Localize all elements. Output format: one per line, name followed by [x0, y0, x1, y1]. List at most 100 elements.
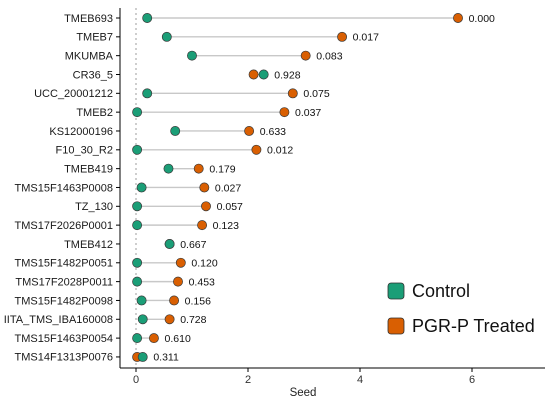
treated-point	[251, 144, 262, 155]
data-row: TMS17F2028P0011 0.453	[15, 276, 215, 288]
p-value-label: 0.057	[217, 201, 243, 213]
data-row: TMS15F1463P0054 0.610	[15, 333, 191, 345]
p-value-label: 0.037	[295, 107, 321, 119]
category-label: KS12000196	[49, 126, 113, 138]
data-row: IITA_TMS_IBA160008 0.728	[4, 314, 207, 326]
category-label: TMS15F1482P0051	[15, 258, 113, 270]
treated-point	[175, 257, 186, 268]
data-rows: TMEB693 0.000 TMEB7 0.017 MKUMBA 0.083 CR36_5 0…	[4, 13, 495, 364]
p-value-label: 0.000	[469, 13, 495, 25]
legend-swatch	[387, 317, 405, 335]
category-label: IITA_TMS_IBA160008	[4, 314, 113, 326]
p-value-label: 0.453	[189, 276, 215, 288]
category-label: TMS17F2026P0001	[15, 220, 113, 232]
p-value-label: 0.083	[316, 50, 342, 62]
p-value-label: 0.311	[153, 352, 179, 364]
x-axis-ticks: 0 2 4 6	[133, 368, 475, 386]
control-point	[132, 220, 143, 231]
p-value-label: 0.120	[191, 258, 217, 270]
category-label: MKUMBA	[65, 50, 114, 62]
p-value-label: 0.667	[180, 239, 206, 251]
data-row: TMS15F1482P0051 0.120	[15, 258, 218, 270]
p-value-label: 0.075	[303, 88, 329, 100]
treated-point	[169, 295, 180, 306]
control-point	[136, 295, 147, 306]
control-point	[132, 107, 143, 118]
data-row: CR36_5 0.928	[73, 69, 301, 81]
control-point	[187, 50, 197, 61]
treated-point	[279, 107, 290, 118]
control-point	[132, 257, 143, 268]
treated-point	[173, 276, 183, 287]
data-row: UCC_20001212 0.075	[34, 88, 330, 100]
control-point	[132, 276, 143, 287]
treated-point	[337, 31, 348, 42]
x-tick-label: 2	[245, 374, 251, 386]
data-row: TMEB412 0.667	[64, 239, 207, 251]
p-value-label: 0.156	[185, 295, 211, 307]
data-row: TMEB7 0.017	[76, 32, 379, 44]
data-row: TMEB693 0.000	[64, 13, 495, 25]
category-label: F10_30_R2	[56, 145, 114, 157]
data-row: TMEB2 0.037	[76, 107, 321, 119]
category-label: TMEB7	[76, 32, 113, 44]
control-point	[132, 201, 143, 212]
treated-point	[287, 88, 298, 99]
control-point	[142, 13, 153, 23]
category-label: TMS17F2028P0011	[15, 276, 113, 288]
data-row: TMS17F2026P0001 0.123	[15, 220, 240, 232]
category-label: UCC_20001212	[34, 88, 113, 100]
data-row: KS12000196 0.633	[49, 126, 286, 138]
data-row: TZ_130 0.057	[75, 201, 243, 213]
control-point	[132, 333, 143, 344]
control-point	[132, 144, 143, 155]
treated-point	[193, 163, 204, 174]
data-row: TMS15F1463P0008 0.027	[15, 182, 242, 194]
control-point	[163, 163, 174, 174]
treated-point	[453, 13, 463, 23]
treated-point	[148, 333, 159, 344]
data-row: F10_30_R2 0.012	[56, 145, 294, 157]
p-value-label: 0.012	[267, 145, 293, 157]
control-point	[137, 351, 148, 362]
treated-point	[199, 182, 210, 193]
category-label: TMS15F1463P0054	[15, 333, 113, 345]
control-point	[137, 314, 148, 325]
treated-point	[201, 201, 211, 212]
axes	[119, 8, 545, 369]
p-value-label: 0.633	[260, 126, 286, 138]
category-label: TMEB412	[64, 239, 113, 251]
control-point	[258, 69, 269, 80]
x-tick-label: 0	[133, 374, 139, 386]
category-label: TMEB693	[64, 13, 113, 25]
p-value-label: 0.017	[353, 32, 379, 44]
x-axis-title: Seed	[290, 387, 317, 399]
p-value-label: 0.610	[165, 333, 191, 345]
control-point	[136, 182, 147, 193]
p-value-label: 0.027	[215, 182, 241, 194]
category-label: TMS15F1482P0098	[15, 295, 113, 307]
x-tick-label: 6	[469, 374, 475, 386]
legend-swatch	[387, 282, 405, 300]
control-point	[164, 239, 175, 249]
data-row: TMEB419 0.179	[64, 163, 236, 175]
treated-point	[248, 69, 259, 80]
control-point	[142, 88, 153, 99]
p-value-label: 0.179	[209, 163, 235, 175]
control-point	[170, 126, 181, 136]
treated-point	[164, 314, 175, 325]
category-label: TMEB2	[76, 107, 113, 119]
category-label: CR36_5	[73, 69, 113, 81]
treated-point	[244, 126, 255, 136]
x-tick-label: 4	[357, 374, 363, 386]
p-value-label: 0.928	[274, 69, 300, 81]
p-value-label: 0.123	[213, 220, 239, 232]
legend-label: Control	[412, 281, 470, 301]
legend: Control PGR-P Treated	[387, 281, 535, 336]
data-row: MKUMBA 0.083	[65, 50, 343, 62]
p-value-label: 0.728	[180, 314, 206, 326]
legend-label: PGR-P Treated	[412, 316, 535, 336]
control-point	[161, 31, 172, 42]
